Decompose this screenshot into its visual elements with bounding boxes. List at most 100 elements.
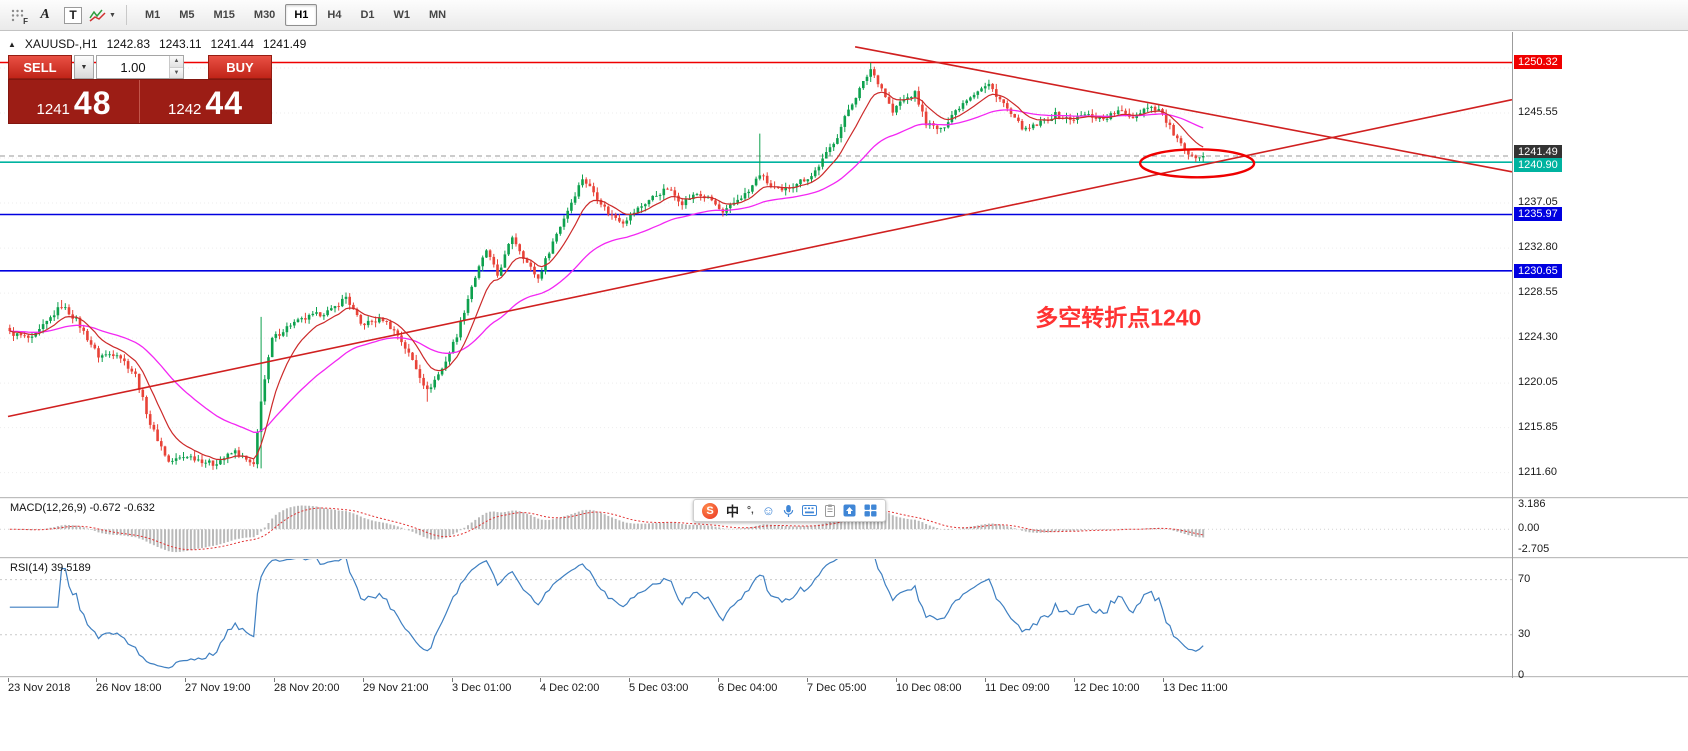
buy-price-main: 1242 xyxy=(168,101,202,118)
time-label: 5 Dec 03:00 xyxy=(629,682,689,694)
time-label: 29 Nov 21:00 xyxy=(363,682,429,694)
rsi-pane-canvas[interactable] xyxy=(0,559,1514,676)
time-label: 26 Nov 18:00 xyxy=(96,682,162,694)
skin-icon[interactable] xyxy=(843,503,856,519)
timeframe-button-M15[interactable]: M15 xyxy=(213,9,235,21)
timeframe-button-W1[interactable]: W1 xyxy=(393,9,411,21)
timeframe-button-H1[interactable]: H1 xyxy=(285,4,318,26)
one-click-toggle-icon[interactable]: ▲ xyxy=(8,39,16,49)
time-axis[interactable]: 23 Nov 2018 26 Nov 18:00 27 Nov 19:00 28 No… xyxy=(0,678,1688,700)
timeframe-button-H4[interactable]: H4 xyxy=(327,9,342,21)
price-axis-line xyxy=(1512,32,1513,678)
volume-up-button[interactable]: ▲ xyxy=(170,56,183,68)
emoji-icon[interactable]: ☺ xyxy=(761,503,776,518)
highlight-ellipse xyxy=(1138,148,1256,179)
time-tick xyxy=(718,678,719,682)
keyboard-icon[interactable] xyxy=(802,503,818,519)
price-level-label: 1230.65 xyxy=(1514,264,1562,278)
rsi-axis-label: 0 xyxy=(1518,669,1525,681)
ohlc-high: 1243.11 xyxy=(159,37,202,51)
macd-axis-label: -2.705 xyxy=(1518,543,1550,555)
input-mode-indicator[interactable]: 中 xyxy=(726,504,740,519)
time-tick xyxy=(985,678,986,682)
time-tick xyxy=(896,678,897,682)
time-label: 4 Dec 02:00 xyxy=(540,682,600,694)
top-toolbar: F A T ▼ M1 M5 M15 M30 H1 H4 D1 W1 MN xyxy=(0,0,1688,31)
price-axis[interactable]: 1245.55 1237.05 1232.80 1228.55 1224.30 1220.… xyxy=(1513,0,1688,751)
buy-price-display[interactable]: 1242 44 xyxy=(140,80,271,123)
time-label: 3 Dec 01:00 xyxy=(452,682,512,694)
text-label-icon: A xyxy=(40,7,50,22)
sell-button[interactable]: SELL xyxy=(8,55,72,79)
time-label: 11 Dec 09:00 xyxy=(985,682,1050,694)
sell-price-main: 1241 xyxy=(36,101,70,118)
volume-field: ▲ ▼ xyxy=(96,55,184,79)
rsi-line xyxy=(9,559,1204,669)
sell-price-pips: 48 xyxy=(73,85,112,121)
sogou-logo-icon[interactable]: S xyxy=(702,502,718,519)
chart-ohlc-header: ▲ XAUUSD-,H1 1242.83 1243.11 1241.44 124… xyxy=(8,37,315,51)
trade-panel-spacer xyxy=(184,55,208,79)
rsi-axis-label: 70 xyxy=(1518,573,1531,585)
punctuation-indicator[interactable]: °, xyxy=(747,505,754,516)
pattern-tool-button[interactable]: F xyxy=(4,3,30,27)
time-tick xyxy=(96,678,97,682)
timeframe-button-M30[interactable]: M30 xyxy=(253,9,276,21)
rsi-label: RSI(14) 39.5189 xyxy=(10,562,91,574)
pane-splitter-macd[interactable] xyxy=(0,497,1688,499)
time-tick xyxy=(807,678,808,682)
rsi-axis-label: 30 xyxy=(1518,628,1531,640)
macd-axis-label: 0.00 xyxy=(1518,522,1540,534)
time-tick xyxy=(185,678,186,682)
timeframe-button-D1[interactable]: D1 xyxy=(360,9,375,21)
price-tick-label: 1215.85 xyxy=(1518,421,1558,433)
ohlc-open: 1242.83 xyxy=(106,37,150,51)
time-label: 12 Dec 10:00 xyxy=(1074,682,1140,694)
chart-annotation: 多空转折点1240 xyxy=(1035,304,1201,330)
time-label: 7 Dec 05:00 xyxy=(807,682,867,694)
mic-icon[interactable] xyxy=(783,503,794,519)
timeframe-button-M1[interactable]: M1 xyxy=(144,9,161,21)
ma-fast-line xyxy=(9,91,1204,461)
time-tick xyxy=(452,678,453,682)
volume-stepper: ▲ ▼ xyxy=(169,56,183,78)
pane-splitter-rsi[interactable] xyxy=(0,557,1688,559)
sell-price-display[interactable]: 1241 48 xyxy=(9,80,140,123)
ma-slow-line xyxy=(9,109,1204,433)
buy-button[interactable]: BUY xyxy=(208,55,272,79)
time-label: 27 Nov 19:00 xyxy=(185,682,251,694)
timeframe-group: M1 M5 M15 M30 H1 H4 D1 W1 MN xyxy=(136,4,455,26)
text-label-tool-button[interactable]: A xyxy=(32,3,58,27)
text-tool-button[interactable]: T xyxy=(60,3,86,27)
grid-pattern-icon xyxy=(11,9,23,21)
price-tick-label: 1211.60 xyxy=(1518,466,1557,478)
order-type-dropdown[interactable]: ▼ xyxy=(74,55,94,79)
timeframe-button-M5[interactable]: M5 xyxy=(179,9,195,21)
price-tick-label: 1220.05 xyxy=(1518,376,1558,388)
quote-display: 1241 48 1242 44 xyxy=(8,79,272,124)
indicator-icon xyxy=(89,9,106,22)
clipboard-icon[interactable] xyxy=(825,503,836,519)
price-level-label: 1240.90 xyxy=(1514,158,1562,172)
ohlc-low: 1241.44 xyxy=(210,37,254,51)
volume-down-button[interactable]: ▼ xyxy=(170,67,183,78)
timeframe-button-MN[interactable]: MN xyxy=(429,9,447,21)
time-axis-border xyxy=(0,676,1688,678)
sogou-ime-toolbar: S 中 °, ☺ xyxy=(693,499,887,522)
time-tick xyxy=(629,678,630,682)
price-tick-label: 1245.55 xyxy=(1518,106,1558,118)
volume-input[interactable] xyxy=(97,56,169,78)
indicators-button[interactable]: ▼ xyxy=(88,3,117,27)
pattern-tool-f-label: F xyxy=(23,17,28,26)
ohlc-close: 1241.49 xyxy=(262,37,307,51)
toolbar-separator xyxy=(125,5,127,25)
macd-label: MACD(12,26,9) -0.672 -0.632 xyxy=(10,502,155,514)
price-level-label: 1250.32 xyxy=(1514,55,1562,69)
time-tick xyxy=(274,678,275,682)
price-level-label: 1235.97 xyxy=(1514,207,1562,221)
time-label: 28 Nov 20:00 xyxy=(274,682,340,694)
time-tick xyxy=(363,678,364,682)
time-label: 10 Dec 08:00 xyxy=(896,682,962,694)
toolbox-icon[interactable] xyxy=(864,503,877,519)
